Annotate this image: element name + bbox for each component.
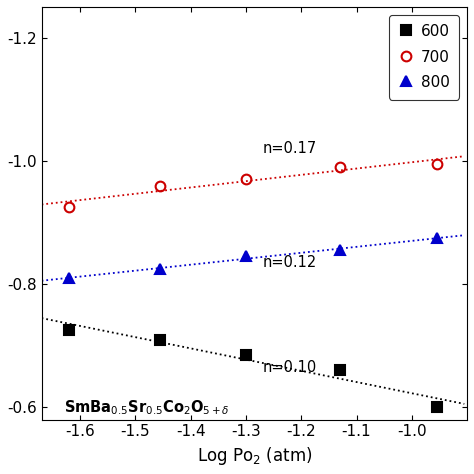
Legend: 600, 700, 800: 600, 700, 800 bbox=[389, 15, 459, 100]
600 bbox=[434, 404, 439, 410]
Text: n=0.12: n=0.12 bbox=[263, 255, 317, 270]
700 bbox=[66, 204, 72, 210]
600 bbox=[243, 352, 249, 358]
Text: SmBa$_{0.5}$Sr$_{0.5}$Co$_2$O$_{5+\delta}$: SmBa$_{0.5}$Sr$_{0.5}$Co$_2$O$_{5+\delta… bbox=[64, 398, 229, 417]
800 bbox=[434, 235, 439, 241]
700 bbox=[434, 161, 439, 167]
Line: 800: 800 bbox=[64, 233, 441, 283]
800 bbox=[157, 266, 163, 272]
700 bbox=[337, 164, 343, 170]
600 bbox=[66, 328, 72, 333]
600 bbox=[337, 367, 343, 373]
600 bbox=[157, 337, 163, 342]
Line: 700: 700 bbox=[64, 159, 441, 212]
700 bbox=[243, 177, 249, 182]
800 bbox=[243, 254, 249, 259]
X-axis label: Log Po$_2$ (atm): Log Po$_2$ (atm) bbox=[197, 445, 312, 467]
Text: n=0.10: n=0.10 bbox=[263, 360, 317, 375]
700 bbox=[157, 183, 163, 189]
Line: 600: 600 bbox=[64, 326, 441, 412]
800 bbox=[66, 275, 72, 281]
Text: n=0.17: n=0.17 bbox=[263, 141, 317, 156]
800 bbox=[337, 247, 343, 253]
